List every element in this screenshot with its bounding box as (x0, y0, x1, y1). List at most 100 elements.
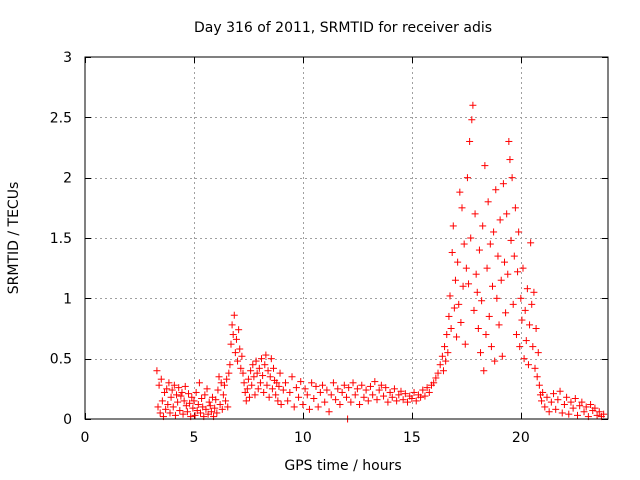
data-point (332, 396, 340, 404)
x-tick-label: 0 (81, 430, 90, 446)
data-point (314, 403, 322, 411)
data-point (301, 385, 309, 393)
data-point (517, 294, 525, 302)
data-point (534, 349, 542, 357)
data-point (395, 391, 403, 399)
data-point (472, 270, 480, 278)
data-point (362, 386, 370, 394)
data-point (321, 398, 329, 406)
data-point (466, 137, 474, 145)
data-point (175, 384, 183, 392)
data-point (167, 393, 175, 401)
data-point (216, 401, 224, 409)
data-point (258, 355, 266, 363)
data-point (565, 410, 573, 418)
data-point (169, 403, 177, 411)
data-point (507, 236, 515, 244)
data-point (225, 369, 233, 377)
data-point (272, 391, 280, 399)
data-point (195, 379, 203, 387)
data-point (310, 394, 318, 402)
data-point (456, 188, 464, 196)
data-point (205, 398, 213, 406)
data-point (212, 396, 220, 404)
data-point (430, 379, 438, 387)
data-point (323, 386, 331, 394)
data-point (419, 386, 427, 394)
data-point (417, 393, 425, 401)
data-point (275, 382, 283, 390)
data-point (201, 391, 209, 399)
data-point (533, 373, 541, 381)
data-point (255, 364, 263, 372)
data-point (473, 288, 481, 296)
data-point (164, 401, 172, 409)
data-point (249, 361, 257, 369)
x-tick-label: 10 (294, 430, 312, 446)
data-point (203, 385, 211, 393)
data-point (303, 391, 311, 399)
data-point (334, 385, 342, 393)
data-point (244, 375, 252, 383)
data-point (356, 401, 364, 409)
data-point (340, 381, 348, 389)
data-point (578, 398, 586, 406)
data-point (281, 379, 289, 387)
data-point (410, 388, 418, 396)
data-point (214, 386, 222, 394)
data-point (505, 137, 513, 145)
data-point (600, 410, 608, 418)
data-point (518, 316, 526, 324)
data-point (563, 393, 571, 401)
data-point (364, 397, 372, 405)
data-point (178, 388, 186, 396)
data-point (458, 204, 466, 212)
data-point (432, 374, 440, 382)
data-point (499, 180, 507, 188)
data-point (434, 369, 442, 377)
data-point (515, 228, 523, 236)
data-point (211, 404, 219, 412)
y-tick-label: 1.5 (50, 231, 72, 247)
data-point (290, 403, 298, 411)
data-point (239, 369, 247, 377)
data-point (443, 331, 451, 339)
data-point (478, 297, 486, 305)
data-point (267, 355, 275, 363)
data-point (380, 392, 388, 400)
data-point (279, 386, 287, 394)
data-point (373, 396, 381, 404)
data-point (351, 391, 359, 399)
data-point (397, 387, 405, 395)
data-point (444, 349, 452, 357)
data-point (451, 276, 459, 284)
data-point (384, 398, 392, 406)
data-point (460, 240, 468, 248)
data-point (256, 379, 264, 387)
data-point (353, 385, 361, 393)
data-point (439, 367, 447, 375)
data-point (567, 398, 575, 406)
data-point (254, 385, 262, 393)
data-point (202, 405, 210, 413)
data-point (423, 384, 431, 392)
data-point (450, 304, 458, 312)
data-point (535, 381, 543, 389)
data-point (569, 404, 577, 412)
data-point (185, 390, 193, 398)
data-point (481, 162, 489, 170)
data-point (319, 381, 327, 389)
x-tick-label: 15 (403, 430, 421, 446)
data-point (530, 288, 538, 296)
data-point (524, 361, 532, 369)
data-point (382, 384, 390, 392)
x-axis-label: GPS time / hours (284, 458, 401, 474)
data-point (277, 401, 285, 409)
data-point (539, 388, 547, 396)
data-point (393, 397, 401, 405)
data-point (242, 397, 250, 405)
data-point (247, 367, 255, 375)
data-point (312, 382, 320, 390)
data-point (231, 349, 239, 357)
data-point (347, 398, 355, 406)
